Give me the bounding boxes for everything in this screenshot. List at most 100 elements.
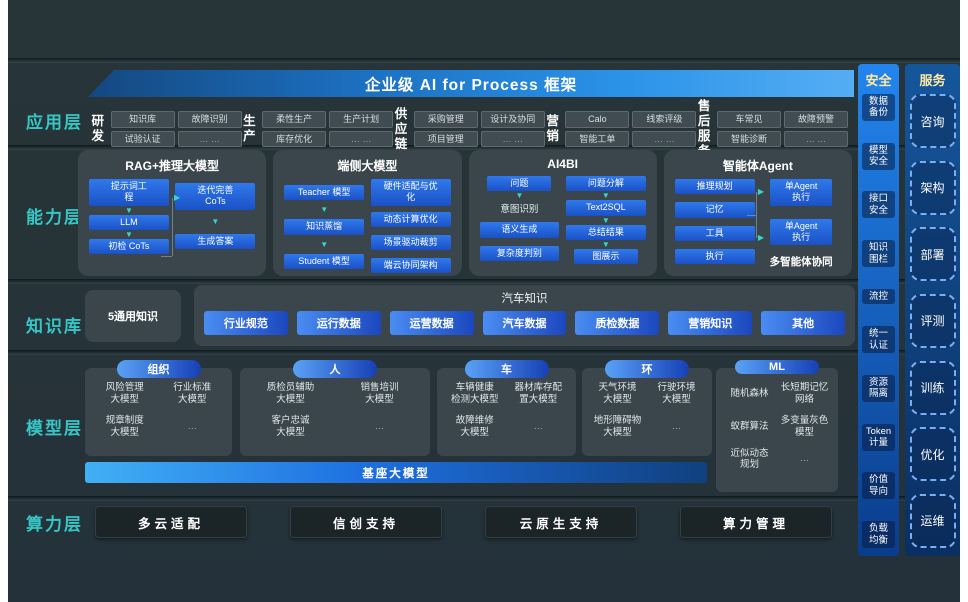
connector-line <box>160 256 173 257</box>
arrow-down-icon: ▼ <box>601 215 610 225</box>
app-cell: 线索评级 <box>632 110 697 128</box>
layer-label-compute: 算力层 <box>26 515 83 534</box>
model-pill: 组织 <box>116 360 201 378</box>
model-item: 天气环境 大模型 <box>598 382 637 405</box>
edge-columns: Teacher 模型 ▼ 知识蒸馏 ▼ Student 模型 硬件适配与优 化 … <box>282 179 452 274</box>
model-item: 行驶环境 大模型 <box>657 382 696 405</box>
flow-node: 迭代完善 CoTs <box>175 183 256 210</box>
security-item: Token 计量 <box>862 423 895 451</box>
model-item: 长短期记忆 网络 <box>780 382 829 405</box>
security-item: 数据 备份 <box>862 94 895 121</box>
services-items: 咨询 架构 部署 评测 训练 优化 运维 <box>905 94 960 548</box>
service-item: 运维 <box>909 493 956 548</box>
layer-label-knowledge: 知识库 <box>26 317 83 336</box>
model-group-environment: 环 天气环境 大模型 行驶环境 大模型 地形障碍物 大模型 … <box>582 360 712 456</box>
security-header: 安全 <box>865 73 892 88</box>
model-items: 随机森林 长短期记忆 网络 蚁群算法 多变量灰色 模型 近似动态 规划 … <box>716 368 838 477</box>
app-group-rd: 研发 知识库 故障识别 试验认证 … … <box>90 110 242 148</box>
app-group-marketing: 营销 Calo 线索评级 智能工单 … … <box>545 110 697 148</box>
security-item: 流控 <box>862 288 895 305</box>
connector-line <box>746 215 756 216</box>
flow-node: 复杂度判别 <box>479 245 560 261</box>
list-node: 执行 <box>674 248 755 264</box>
title-banner: 企业级 AI for Process 框架 <box>88 70 854 97</box>
model-group-people: 人 质检员辅助 大模型 销售培训 大模型 客户忠诚 大模型 … <box>240 360 430 456</box>
app-cell: 项目管理 <box>413 130 478 148</box>
list-node: 工具 <box>674 225 755 241</box>
model-item: 质检员辅助 大模型 <box>266 382 315 405</box>
layer-separator <box>8 145 960 150</box>
arrow-right-icon: ▶ <box>757 187 765 196</box>
base-model-bar: 基座大模型 <box>85 462 707 483</box>
model-pill: 环 <box>605 360 689 378</box>
compute-item: 云原生支持 <box>485 506 637 538</box>
flow-node: 初检 CoTs <box>89 238 169 254</box>
model-item: 车辆健康 检测大模型 <box>450 382 499 405</box>
layer-label-application: 应用层 <box>26 113 83 132</box>
security-item: 知识 围栏 <box>862 240 895 267</box>
ai4bi-box: AI4BI 问题 ▼ 意图识别 语义生成 复杂度判别 问题分解 ▼ Text2S… <box>468 150 657 276</box>
model-item: 风险管理 大模型 <box>105 382 144 405</box>
flow-node: 语义生成 <box>479 222 560 238</box>
security-item: 资源 隔离 <box>862 375 895 402</box>
app-cell: 智能诊断 <box>716 130 781 148</box>
model-items: 质检员辅助 大模型 销售培训 大模型 客户忠诚 大模型 … <box>240 368 430 445</box>
security-item: 统一 认证 <box>862 326 895 354</box>
services-header: 服务 <box>919 73 946 88</box>
security-item: 负载 均衡 <box>862 521 895 548</box>
arrow-down-icon: ▼ <box>515 191 524 201</box>
app-cell: Calo <box>565 110 630 128</box>
app-group-label: 营销 <box>546 114 559 143</box>
flow-text: 意图识别 <box>500 204 539 216</box>
knowledge-chip: 其他 <box>761 311 846 335</box>
agent-right-list: 单Agent 执行 单Agent 执行 多智能体协同 <box>761 179 841 269</box>
agent-exec-node: 单Agent 执行 <box>769 179 833 206</box>
flow-node: Teacher 模型 <box>284 185 365 201</box>
service-item: 训练 <box>909 360 956 415</box>
layer-separator <box>8 58 960 63</box>
box-title: RAG+推理大模型 <box>125 159 219 173</box>
capability-layer-row: RAG+推理大模型 提示词工 程 ▼ LLM ▼ 初检 CoTs 迭代完善 Co… <box>78 150 852 276</box>
edge-right-list: 硬件适配与优 化 动态计算优化 场景驱动裁剪 端云协同架构 <box>370 179 451 274</box>
knowledge-chip: 行业规范 <box>204 311 288 335</box>
layer-separator <box>8 279 960 284</box>
ai4bi-columns: 问题 ▼ 意图识别 语义生成 复杂度判别 问题分解 ▼ Text2SQL ▼ 总… <box>478 176 648 264</box>
model-item: 近似动态 规划 <box>730 447 769 471</box>
edge-model-box: 端侧大模型 Teacher 模型 ▼ 知识蒸馏 ▼ Student 模型 硬件适… <box>273 150 462 276</box>
model-items: 天气环境 大模型 行驶环境 大模型 地形障碍物 大模型 … <box>582 368 712 445</box>
list-node: 硬件适配与优 化 <box>370 179 451 206</box>
flow-node: Student 模型 <box>284 253 365 269</box>
app-cell: 库存优化 <box>262 130 327 148</box>
model-item: … <box>533 420 544 432</box>
layer-label-capability: 能力层 <box>26 208 83 227</box>
app-group-production: 生产 柔性生产 生产计划 库存优化 … … <box>242 110 394 148</box>
model-pill: ML <box>735 360 819 374</box>
agent-left-list: 推理规划 记忆 工具 执行 <box>674 179 755 269</box>
model-pill: 车 <box>464 360 549 378</box>
services-column: 服务 咨询 架构 部署 评测 训练 优化 运维 <box>905 64 960 556</box>
app-cell: 设计及协同 <box>480 110 545 128</box>
app-group-cells: 采购管理 设计及协同 项目管理 … … <box>413 110 545 148</box>
app-cell: 知识库 <box>110 110 175 128</box>
arrow-down-icon: ▼ <box>320 205 329 215</box>
knowledge-chip: 运营数据 <box>389 311 474 335</box>
arrow-down-icon: ▼ <box>124 229 133 239</box>
knowledge-chip: 营销知识 <box>668 311 753 335</box>
connector-line <box>755 192 757 238</box>
model-item: … <box>374 420 385 432</box>
rag-columns: 提示词工 程 ▼ LLM ▼ 初检 CoTs 迭代完善 CoTs ▼ 生成答案 <box>87 179 257 254</box>
model-item: 客户忠诚 大模型 <box>271 414 310 438</box>
multi-agent-caption: 多智能体协同 <box>769 256 833 268</box>
service-item: 部署 <box>909 227 956 282</box>
model-item: … <box>187 420 198 432</box>
app-cell: 试验认证 <box>110 130 175 148</box>
application-layer-row: 研发 知识库 故障识别 试验认证 … … 生产 柔性生产 生产计划 库存优化 …… <box>90 99 848 159</box>
service-item: 架构 <box>909 160 956 215</box>
security-item: 模型 安全 <box>862 142 895 170</box>
knowledge-chips: 行业规范 运行数据 运营数据 汽车数据 质检数据 营销知识 其他 <box>204 311 846 335</box>
app-group-supply-chain: 供应 链 采购管理 设计及协同 项目管理 … … <box>393 107 545 152</box>
app-cell: … … <box>329 130 394 148</box>
flow-node: Text2SQL <box>565 200 646 216</box>
agent-columns: 推理规划 记忆 工具 执行 单Agent 执行 单Agent 执行 多智能体协同 <box>673 179 843 269</box>
